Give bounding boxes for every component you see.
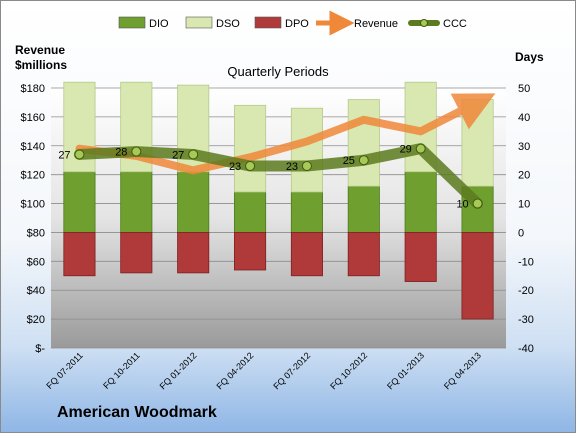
dso-bar [290, 107, 323, 193]
dio-bar [290, 191, 323, 233]
dio-bar [404, 171, 437, 233]
right-tick-label: -40 [518, 343, 534, 355]
legend-label: DSO [216, 18, 240, 30]
dpo-bar [290, 232, 323, 277]
x-tick-label: FQ 01-2013 [385, 350, 426, 391]
ccc-line [73, 143, 484, 210]
dpo-bar [461, 232, 494, 320]
dpo-bar [404, 232, 437, 282]
x-tick-label: FQ 04-2012 [214, 350, 255, 391]
left-tick-label: $60 [27, 256, 45, 268]
ccc-point [415, 143, 426, 154]
right-tick-label: 30 [518, 141, 530, 153]
dpo-bar [177, 232, 210, 274]
dso-bar [234, 104, 267, 193]
revenue-line [75, 93, 496, 175]
x-tick-label: FQ 07-2012 [271, 350, 312, 391]
ccc-point [74, 149, 85, 160]
right-tick-label: 20 [518, 170, 530, 182]
dpo-bar [120, 232, 153, 274]
left-tick-label: $20 [27, 314, 45, 326]
left-tick-label: $160 [21, 112, 45, 124]
ccc-point [358, 155, 369, 166]
ccc-data-label: 23 [286, 161, 298, 173]
company-name: American Woodmark [57, 404, 217, 421]
legend-swatch [185, 16, 213, 29]
dpo-bar [234, 232, 267, 271]
x-tick-label: FQ 01-2012 [158, 350, 199, 391]
right-tick-label: -30 [518, 314, 534, 326]
legend-swatch [254, 16, 282, 29]
ccc-data-label: 10 [456, 199, 468, 211]
right-tick-label: 40 [518, 112, 530, 124]
left-tick-label: $80 [27, 227, 45, 239]
ccc-point [245, 161, 256, 171]
right-tick-label: -20 [518, 285, 534, 297]
dio-bar [177, 171, 210, 233]
dpo-bar [347, 232, 380, 277]
ccc-point [188, 149, 199, 160]
left-tick-label: $140 [21, 141, 45, 153]
ccc-data-label: 27 [172, 149, 184, 161]
dio-bar [347, 185, 380, 233]
dio-bar [120, 171, 153, 233]
left-axis-title: Revenue [15, 43, 65, 57]
right-tick-label: 50 [518, 83, 530, 95]
ccc-data-label: 29 [400, 144, 412, 156]
dio-bar [63, 171, 96, 233]
left-tick-label: $100 [21, 199, 45, 211]
ccc-data-label: 27 [58, 149, 70, 161]
ccc-point [131, 146, 142, 157]
ccc-data-label: 28 [115, 147, 127, 159]
right-tick-label: 0 [518, 227, 524, 239]
legend-label: DPO [285, 18, 309, 30]
ccc-data-label: 23 [229, 161, 241, 173]
dpo-bar [63, 232, 96, 277]
x-tick-label: FQ 10-2012 [328, 350, 369, 391]
left-tick-label: $180 [21, 83, 45, 95]
legend-label: DIO [149, 18, 169, 30]
x-tick-label: FQ 10-2011 [101, 350, 142, 391]
left-axis-title: $millions [15, 58, 67, 72]
x-tick-label: FQ 04-2013 [442, 350, 483, 391]
right-tick-label: -10 [518, 256, 534, 268]
right-axis-title: Days [515, 50, 544, 64]
dio-bar [234, 191, 267, 233]
legend-label: CCC [443, 18, 467, 30]
legend-swatch [118, 16, 146, 29]
left-tick-label: $- [35, 343, 45, 355]
ccc-point [301, 161, 312, 171]
left-tick-label: $120 [21, 170, 45, 182]
ccc-data-label: 25 [343, 155, 355, 167]
chart-title: Quarterly Periods [227, 64, 329, 79]
dso-bar [461, 99, 494, 187]
dso-bar [347, 99, 380, 187]
legend-marker [420, 19, 428, 27]
ccc-point [472, 198, 483, 209]
legend-label: Revenue [354, 18, 398, 30]
right-tick-label: 10 [518, 199, 530, 211]
left-tick-label: $40 [27, 285, 45, 297]
x-tick-label: FQ 07-2011 [44, 350, 85, 391]
